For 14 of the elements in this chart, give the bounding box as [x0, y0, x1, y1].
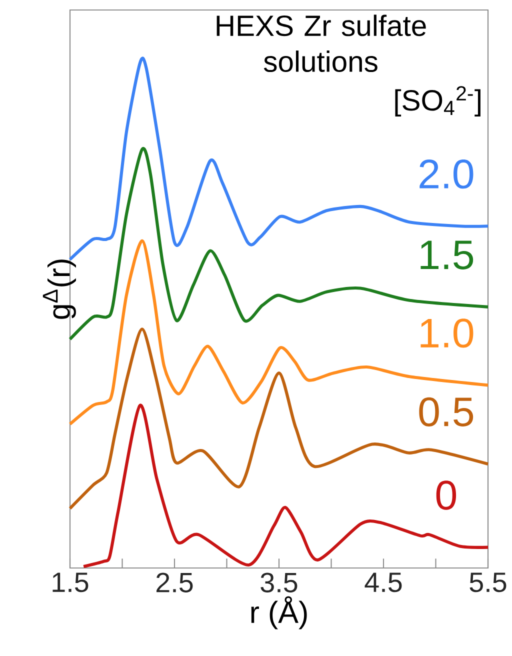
x-tick-label: 1.5 — [52, 572, 88, 592]
x-tick-label: 5.5 — [470, 572, 506, 592]
x-tick-label: 4.5 — [364, 572, 402, 592]
series-label: 0 — [436, 480, 456, 510]
series-label: 1.5 — [420, 240, 474, 270]
x-tick-label: 2.5 — [156, 572, 193, 592]
x-axis-title: r (Å) — [251, 596, 307, 630]
chart-title: HEXS Zr sulfate solutions — [216, 14, 426, 72]
y-axis-title: g$^{Δ}$(r) — [42, 260, 76, 319]
x-tick-label: 3.5 — [260, 572, 298, 592]
legend-title: [SO$_{4}$$^{2-}$] — [395, 86, 480, 116]
series-label: 1.0 — [420, 318, 474, 348]
series-label: 0.5 — [419, 397, 474, 426]
series-label: 2.0 — [420, 160, 474, 189]
